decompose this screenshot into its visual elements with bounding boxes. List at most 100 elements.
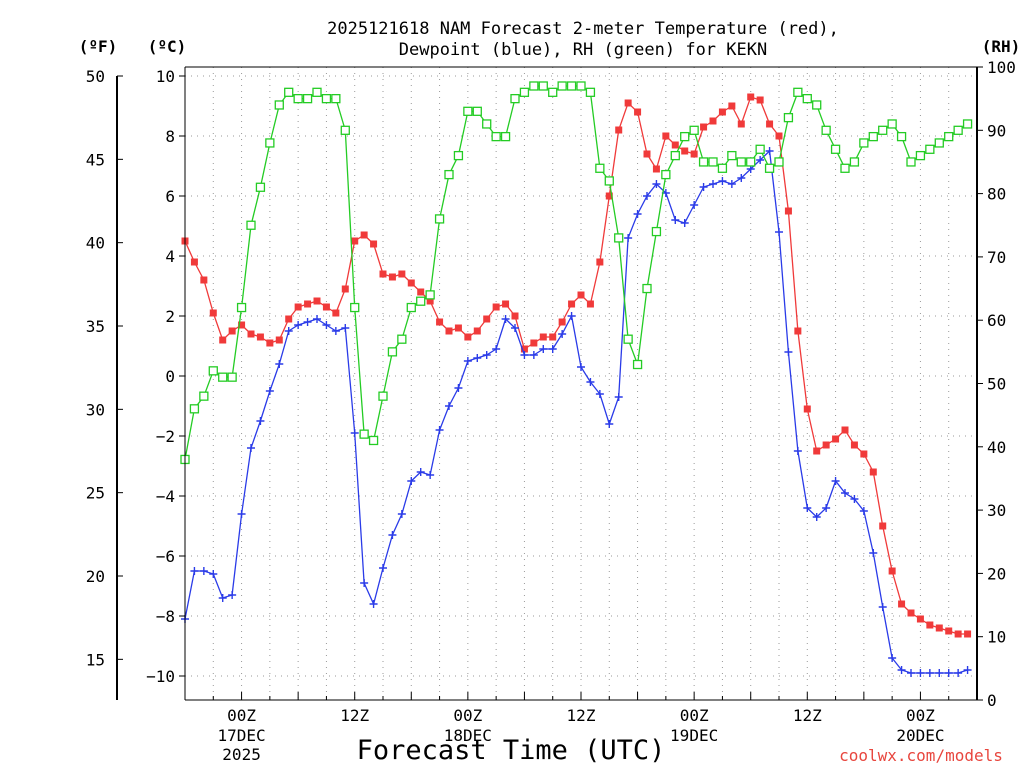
temperature-point	[775, 132, 783, 140]
temperature-point	[351, 237, 359, 245]
dewpoint-point	[350, 429, 359, 437]
dewpoint-point	[784, 348, 793, 356]
rh-tick-label: 10	[987, 628, 1006, 647]
dewpoint-point	[501, 315, 510, 323]
temperature-point	[275, 336, 283, 344]
rh-point	[651, 226, 662, 237]
dewpoint-point	[916, 669, 925, 677]
x-tick-label: 00Z	[227, 706, 256, 725]
rh-point	[340, 125, 350, 135]
dewpoint-point	[247, 444, 255, 452]
temperature-point	[756, 96, 764, 104]
dewpoint-point	[397, 510, 406, 518]
temperature-point	[907, 609, 915, 617]
dewpoint-point	[577, 363, 585, 371]
dewpoint-point	[313, 315, 321, 323]
dewpoint-point	[463, 357, 472, 365]
fahrenheit-tick-label: 15	[86, 650, 105, 669]
dewpoint-point	[275, 360, 284, 368]
rh-tick-label: 70	[987, 248, 1006, 267]
rh-point	[783, 112, 794, 123]
rh-point	[500, 131, 511, 142]
x-tick-label: 00Z	[680, 706, 709, 725]
rh-point	[255, 182, 266, 192]
rh-point	[661, 169, 671, 180]
rh-point	[840, 163, 850, 173]
rh-point	[887, 119, 897, 129]
rh-tick-label: 80	[987, 185, 1006, 204]
temperature-point	[238, 321, 246, 329]
temperature-point	[209, 309, 217, 317]
x-tick-label: 12Z	[793, 706, 822, 725]
fahrenheit-tick-label: 45	[86, 150, 105, 169]
rh-point	[359, 429, 369, 439]
dewpoint-series	[181, 147, 972, 677]
dewpoint-point	[558, 330, 567, 338]
dewpoint-point	[888, 654, 897, 662]
dewpoint-point	[322, 321, 331, 329]
temperature-point	[304, 300, 312, 308]
rh-point	[425, 290, 435, 300]
x-date-label: 18DEC	[444, 726, 492, 745]
rh-tick-label: 100	[987, 58, 1016, 77]
rh-point	[623, 334, 633, 344]
credit-text: coolwx.com/models	[839, 746, 1003, 765]
dewpoint-point	[482, 351, 491, 359]
dewpoint-point	[841, 489, 849, 497]
dewpoint-point	[228, 591, 237, 599]
dewpoint-point	[925, 669, 934, 677]
temperature-point	[219, 336, 227, 344]
fahrenheit-unit-label: (ºF)	[79, 37, 118, 56]
temperature-point	[200, 276, 208, 284]
rh-point	[708, 157, 718, 167]
dewpoint-point	[256, 417, 265, 425]
dewpoint-point	[284, 327, 293, 335]
temperature-point	[322, 303, 330, 311]
temperature-point	[577, 291, 585, 299]
rh-point	[642, 283, 652, 294]
temperature-point	[728, 102, 736, 110]
temperature-point	[228, 327, 236, 335]
dewpoint-point	[294, 321, 303, 329]
dewpoint-point	[822, 504, 831, 512]
temperature-point	[539, 333, 547, 341]
dewpoint-point	[388, 531, 397, 539]
dewpoint-point	[209, 570, 218, 578]
temperature-point	[379, 270, 387, 278]
rh-point	[397, 334, 407, 344]
rh-point	[387, 347, 398, 357]
rh-point	[529, 81, 539, 91]
temperature-point	[964, 630, 972, 638]
rh-unit-label: (RH)	[982, 37, 1021, 56]
temperature-line	[184, 96, 968, 635]
dewpoint-point	[878, 603, 887, 611]
dewpoint-point	[850, 495, 859, 503]
celsius-tick-label: 4	[165, 247, 175, 266]
temperature-point	[662, 132, 670, 140]
rh-point	[774, 157, 784, 167]
fahrenheit-tick-label: 35	[86, 317, 105, 336]
dewpoint-point	[199, 567, 208, 575]
rh-point	[906, 157, 916, 167]
rh-point	[566, 81, 577, 91]
temperature-point	[520, 345, 528, 353]
dewpoint-point	[605, 420, 614, 428]
fahrenheit-tick-label: 50	[86, 67, 105, 86]
temperature-point	[341, 285, 349, 293]
temperature-point	[388, 273, 396, 281]
temperature-point	[285, 315, 293, 323]
rh-point	[265, 138, 275, 148]
dewpoint-point	[680, 219, 689, 227]
dewpoint-point	[529, 351, 538, 359]
rh-point	[821, 125, 831, 135]
dewpoint-point	[793, 447, 802, 455]
rh-point	[416, 296, 426, 306]
rh-point	[830, 144, 841, 154]
celsius-tick-label: 6	[165, 187, 175, 206]
temperature-point	[747, 93, 755, 101]
x-date-label: 19DEC	[670, 726, 718, 745]
rh-point	[274, 100, 284, 110]
rh-point	[632, 359, 643, 370]
rh-point	[491, 131, 501, 142]
